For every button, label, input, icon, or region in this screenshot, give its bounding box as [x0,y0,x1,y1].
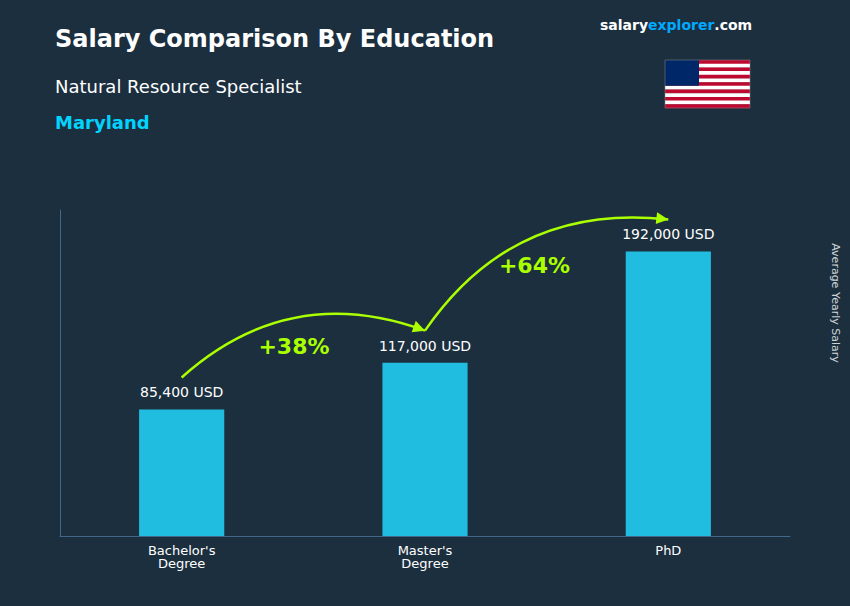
svg-text:Average Yearly Salary: Average Yearly Salary [829,243,842,363]
svg-text:Degree: Degree [158,556,205,571]
svg-text:Bachelor's: Bachelor's [147,543,216,558]
svg-text:Master's: Master's [397,543,453,558]
svg-text:salary: salary [600,17,648,33]
svg-text:85,400 USD: 85,400 USD [140,384,223,400]
svg-text:+38%: +38% [258,334,329,359]
svg-text:Natural Resource Specialist: Natural Resource Specialist [55,76,302,97]
svg-text:+64%: +64% [499,253,570,278]
svg-text:Salary Comparison By Education: Salary Comparison By Education [55,25,494,53]
svg-text:Maryland: Maryland [55,112,150,133]
svg-text:explorer: explorer [648,17,714,33]
svg-text:192,000 USD: 192,000 USD [622,226,714,242]
svg-text:.com: .com [714,17,752,33]
svg-text:117,000 USD: 117,000 USD [379,338,471,354]
svg-text:Degree: Degree [401,556,448,571]
svg-text:PhD: PhD [655,543,681,558]
